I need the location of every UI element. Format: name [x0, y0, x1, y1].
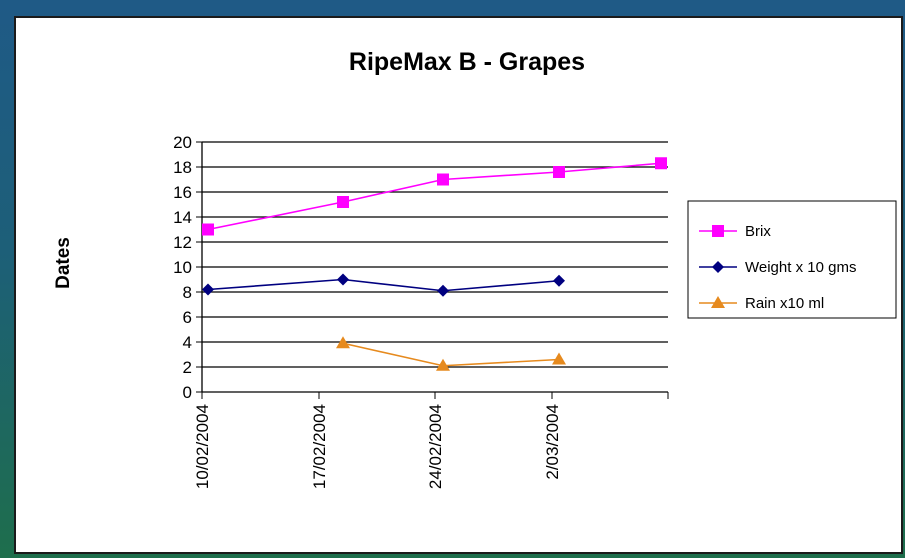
data-point: [552, 352, 566, 365]
data-point: [655, 157, 667, 170]
legend-box: [687, 200, 897, 319]
gridlines: [202, 141, 668, 368]
chart-frame: RipeMax B - Grapes Dates 0 2 4 6 8 10 12 14 16 18…: [14, 16, 903, 554]
x-tick-label: 10/02/2004: [193, 404, 212, 489]
y-tick-label: 20: [173, 133, 192, 152]
series-weight-x-10-gms: [202, 273, 565, 297]
data-point: [553, 274, 565, 287]
data-point: [202, 223, 214, 236]
legend: Brix Weight x 10 gms Rain x10 ml: [687, 200, 897, 319]
x-tick-label: 17/02/2004: [310, 404, 329, 489]
data-point: [337, 196, 349, 208]
y-tick-label: 2: [183, 358, 192, 377]
y-tick-label: 8: [183, 283, 192, 302]
y-tick-label: 4: [183, 333, 192, 352]
legend-label: Rain x10 ml: [745, 295, 824, 312]
y-tick-labels: 0 2 4 6 8 10 12 14 16 18 20: [173, 133, 192, 402]
axes: [196, 141, 669, 399]
y-tick-label: 6: [183, 308, 192, 327]
series: [202, 157, 667, 371]
data-point: [336, 336, 350, 349]
chart-title: RipeMax B - Grapes: [349, 48, 585, 76]
series-line: [342, 342, 560, 367]
y-tick-label: 12: [173, 233, 192, 252]
legend-marker: [712, 261, 724, 273]
series-line: [207, 278, 560, 292]
line-chart: RipeMax B - Grapes Dates 0 2 4 6 8 10 12 14 16 18…: [53, 48, 897, 489]
y-axis-label: Dates: [53, 237, 74, 289]
y-tick-label: 0: [183, 383, 192, 402]
legend-label: Weight x 10 gms: [745, 259, 856, 276]
y-tick-label: 18: [173, 158, 192, 177]
data-point: [553, 166, 565, 178]
y-tick-label: 10: [173, 258, 192, 277]
series-brix: [202, 157, 667, 236]
legend-label: Brix: [745, 223, 771, 240]
y-tick-label: 14: [173, 208, 192, 227]
x-tick-label: 2/03/2004: [543, 404, 562, 480]
x-tick-label: 24/02/2004: [426, 404, 445, 489]
legend-marker: [712, 225, 724, 237]
data-point: [436, 358, 450, 371]
data-point: [337, 273, 349, 286]
series-line: [207, 162, 662, 231]
x-tick-labels: 10/02/2004 17/02/2004 24/02/2004 2/03/2004: [193, 404, 562, 489]
data-point: [202, 283, 214, 296]
y-tick-label: 16: [173, 183, 192, 202]
data-point: [437, 284, 449, 297]
legend-marker: [711, 296, 725, 308]
data-point: [437, 173, 449, 186]
series-rain-x10-ml: [336, 336, 566, 371]
